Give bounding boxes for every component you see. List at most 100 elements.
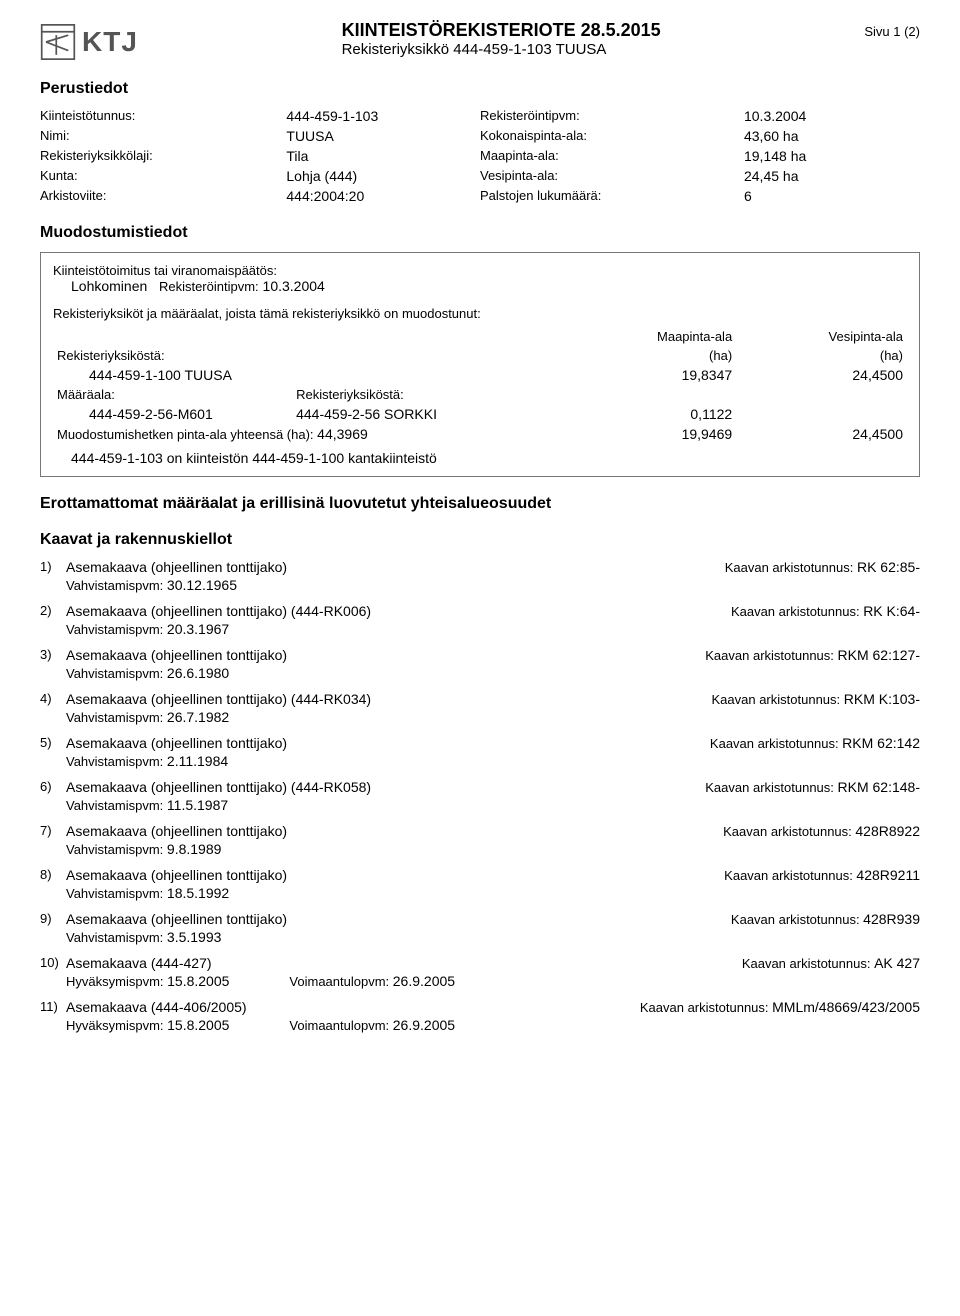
plan-index: 11) [40, 999, 66, 1014]
plan-index: 9) [40, 911, 66, 926]
formation-reg-label: Rekisteröintipvm: [159, 279, 259, 294]
plan-dates: Hyväksymispvm: 15.8.2005Voimaantulopvm: … [66, 973, 920, 989]
kv-value: 43,60 ha [744, 126, 920, 146]
plan-title: Asemakaava (ohjeellinen tonttijako) (444… [66, 603, 371, 619]
plan-item: 2)Asemakaava (ohjeellinen tonttijako) (4… [40, 603, 920, 637]
maaraala-from: 444-459-2-56 SORKKI [292, 404, 565, 424]
total-row: Muodostumishetken pinta-ala yhteensä (ha… [53, 424, 565, 444]
plan-dates: Vahvistamispvm: 2.11.1984 [66, 753, 920, 769]
plan-index: 1) [40, 559, 66, 574]
plan-index: 3) [40, 647, 66, 662]
kv-label: Nimi: [40, 126, 286, 146]
plan-title: Asemakaava (444-427) [66, 955, 212, 971]
plan-index: 7) [40, 823, 66, 838]
plan-arkisto: Kaavan arkistotunnus: RKM 62:142 [710, 735, 920, 751]
kanta-line: 444-459-1-103 on kiinteistön 444-459-1-1… [71, 450, 907, 466]
plans-list: 1)Asemakaava (ohjeellinen tonttijako)Kaa… [40, 559, 920, 1033]
from-unit: 444-459-1-100 TUUSA [53, 365, 565, 385]
table-row: Kunta:Lohja (444)Vesipinta-ala:24,45 ha [40, 166, 920, 186]
plan-index: 4) [40, 691, 66, 706]
plan-arkisto: Kaavan arkistotunnus: RK K:64- [731, 603, 920, 619]
plan-title: Asemakaava (ohjeellinen tonttijako) [66, 647, 287, 663]
maaraala-label: Määräala: [53, 385, 292, 404]
plan-title: Asemakaava (ohjeellinen tonttijako) [66, 867, 287, 883]
plan-item: 3)Asemakaava (ohjeellinen tonttijako) Kaa… [40, 647, 920, 681]
plan-title: Asemakaava (ohjeellinen tonttijako) [66, 911, 287, 927]
plan-index: 8) [40, 867, 66, 882]
plan-arkisto: Kaavan arkistotunnus: 428R9211 [724, 867, 920, 883]
plan-item: 1)Asemakaava (ohjeellinen tonttijako) Kaa… [40, 559, 920, 593]
plan-arkisto: Kaavan arkistotunnus: 428R8922 [723, 823, 920, 839]
table-row: Rekisteriyksikkölaji:TilaMaapinta-ala:19… [40, 146, 920, 166]
col-ha-2: (ha) [736, 346, 907, 365]
formation-action: Lohkominen [71, 278, 147, 294]
plan-dates: Vahvistamispvm: 3.5.1993 [66, 929, 920, 945]
total-vesip: 24,4500 [736, 424, 907, 444]
plan-title: Asemakaava (ohjeellinen tonttijako) [66, 559, 287, 575]
doc-title: KIINTEISTÖREKISTERIOTE 28.5.2015 [342, 20, 661, 41]
plan-arkisto: Kaavan arkistotunnus: RKM 62:148- [705, 779, 920, 795]
plan-dates: Vahvistamispvm: 20.3.1967 [66, 621, 920, 637]
plan-index: 5) [40, 735, 66, 750]
kv-value: 10.3.2004 [744, 106, 920, 126]
plan-arkisto: Kaavan arkistotunnus: 428R939 [731, 911, 920, 927]
kv-label: Rekisteriyksikkölaji: [40, 146, 286, 166]
plan-arkisto: Kaavan arkistotunnus: MMLm/48669/423/200… [640, 999, 920, 1015]
page-header: KTJ KIINTEISTÖREKISTERIOTE 28.5.2015 Rek… [40, 20, 920, 60]
from-maap: 19,8347 [565, 365, 736, 385]
from-label: Rekisteriyksiköstä: [53, 346, 292, 365]
plan-arkisto: Kaavan arkistotunnus: AK 427 [742, 955, 920, 971]
kv-value: 444-459-1-103 [286, 106, 480, 126]
units-heading: Rekisteriyksiköt ja määräalat, joista tä… [53, 306, 907, 321]
plan-dates: Vahvistamispvm: 11.5.1987 [66, 797, 920, 813]
plan-dates: Vahvistamispvm: 26.7.1982 [66, 709, 920, 725]
maaraala-from-label: Rekisteriyksiköstä: [292, 385, 565, 404]
section-kaavat-heading: Kaavat ja rakennuskiellot [40, 531, 920, 549]
logo-text: KTJ [82, 26, 138, 58]
plan-arkisto: Kaavan arkistotunnus: RKM K:103- [712, 691, 921, 707]
col-maapinta: Maapinta-ala [565, 327, 736, 346]
logo: KTJ [40, 24, 138, 60]
kv-label: Kokonaispinta-ala: [480, 126, 744, 146]
kv-label: Maapinta-ala: [480, 146, 744, 166]
kv-value: TUUSA [286, 126, 480, 146]
plan-title: Asemakaava (ohjeellinen tonttijako) [66, 735, 287, 751]
formation-box: Kiinteistötoimitus tai viranomaispäätös:… [40, 252, 920, 477]
plan-item: 5)Asemakaava (ohjeellinen tonttijako) Kaa… [40, 735, 920, 769]
total-maap: 19,9469 [565, 424, 736, 444]
col-vesipinta: Vesipinta-ala [736, 327, 907, 346]
table-row: Arkistoviite:444:2004:20Palstojen lukumä… [40, 186, 920, 206]
kv-value: 444:2004:20 [286, 186, 480, 206]
plan-item: 6)Asemakaava (ohjeellinen tonttijako) (4… [40, 779, 920, 813]
plan-dates: Vahvistamispvm: 30.12.1965 [66, 577, 920, 593]
plan-arkisto: Kaavan arkistotunnus: RK 62:85- [725, 559, 920, 575]
table-row: Nimi:TUUSAKokonaispinta-ala:43,60 ha [40, 126, 920, 146]
perustiedot-table: Kiinteistötunnus:444-459-1-103Rekisteröi… [40, 106, 920, 206]
plan-item: 8)Asemakaava (ohjeellinen tonttijako) Kaa… [40, 867, 920, 901]
plan-dates: Vahvistamispvm: 26.6.1980 [66, 665, 920, 681]
ktj-logo-icon [40, 24, 76, 60]
kv-label: Vesipinta-ala: [480, 166, 744, 186]
plan-dates: Vahvistamispvm: 9.8.1989 [66, 841, 920, 857]
table-row: Kiinteistötunnus:444-459-1-103Rekisteröi… [40, 106, 920, 126]
plan-arkisto: Kaavan arkistotunnus: RKM 62:127- [705, 647, 920, 663]
kv-label: Kunta: [40, 166, 286, 186]
kv-value: 6 [744, 186, 920, 206]
kv-value: Tila [286, 146, 480, 166]
from-vesip: 24,4500 [736, 365, 907, 385]
kv-label: Rekisteröintipvm: [480, 106, 744, 126]
maaraala-id: 444-459-2-56-M601 [53, 404, 292, 424]
kv-value: Lohja (444) [286, 166, 480, 186]
plan-item: 7)Asemakaava (ohjeellinen tonttijako) Kaa… [40, 823, 920, 857]
kv-label: Arkistoviite: [40, 186, 286, 206]
plan-item: 11)Asemakaava (444-406/2005)Kaavan arkis… [40, 999, 920, 1033]
plan-title: Asemakaava (ohjeellinen tonttijako) [66, 823, 287, 839]
section-perustiedot-heading: Perustiedot [40, 80, 920, 98]
page-number: Sivu 1 (2) [864, 24, 920, 39]
doc-subtitle: Rekisteriyksikkö 444-459-1-103 TUUSA [342, 41, 661, 58]
plan-index: 6) [40, 779, 66, 794]
kv-label: Kiinteistötunnus: [40, 106, 286, 126]
units-table: Maapinta-ala Vesipinta-ala Rekisteriyksi… [53, 327, 907, 444]
formation-reg-date: 10.3.2004 [263, 278, 325, 294]
section-muodostumistiedot-heading: Muodostumistiedot [40, 224, 920, 242]
